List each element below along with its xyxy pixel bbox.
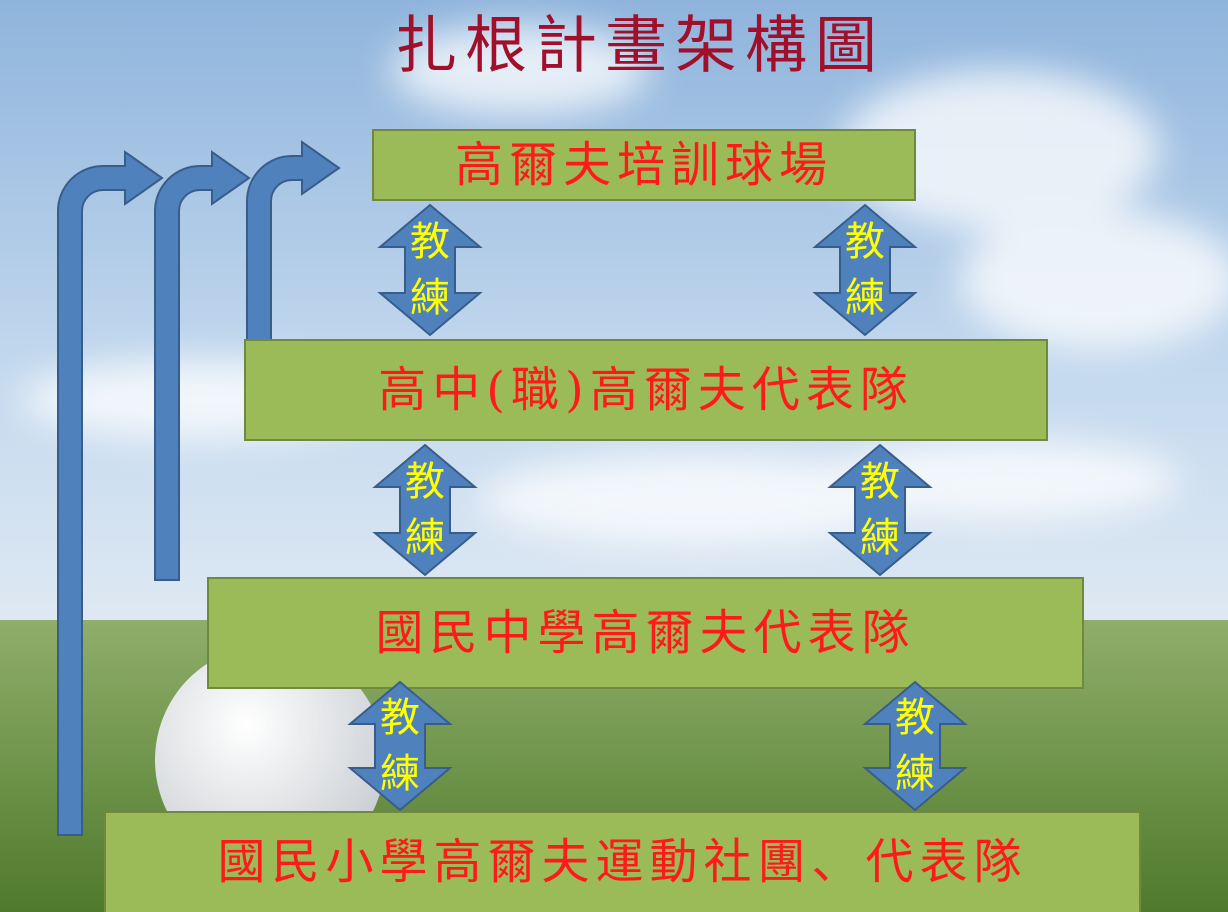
bent-arrow bbox=[246, 140, 341, 341]
double-arrow bbox=[377, 203, 483, 337]
double-arrow bbox=[812, 203, 918, 337]
node: 高爾夫培訓球場 bbox=[372, 129, 916, 201]
title: 扎根計畫架構圖 bbox=[395, 9, 885, 82]
coach-top: 教 bbox=[380, 695, 420, 741]
coach-bottom: 練 bbox=[380, 751, 420, 797]
node: 高中(職)高爾夫代表隊 bbox=[244, 339, 1048, 441]
coach-top: 教 bbox=[410, 219, 450, 265]
node: 國民小學高爾夫運動社團、代表隊 bbox=[104, 811, 1141, 912]
node-label: 高爾夫培訓球場 bbox=[455, 137, 833, 193]
bent-arrows bbox=[57, 140, 341, 836]
node-label: 國民小學高爾夫運動社團、代表隊 bbox=[217, 834, 1027, 890]
coach-top: 教 bbox=[845, 219, 885, 265]
node-label: 國民中學高爾夫代表隊 bbox=[375, 605, 915, 661]
coach-bottom: 練 bbox=[895, 751, 935, 797]
double-arrow bbox=[827, 443, 933, 577]
coach-arrow: 教練 bbox=[372, 443, 478, 577]
coach-arrow: 教練 bbox=[377, 203, 483, 337]
coach-top: 教 bbox=[405, 459, 445, 505]
bent-arrow bbox=[57, 150, 164, 836]
node-label: 高中(職)高爾夫代表隊 bbox=[378, 362, 913, 418]
double-arrow bbox=[347, 680, 453, 812]
coach-bottom: 練 bbox=[860, 515, 900, 561]
coach-arrow: 教練 bbox=[862, 680, 968, 812]
node-box bbox=[372, 129, 916, 201]
clouds bbox=[20, 25, 1228, 545]
double-arrow bbox=[862, 680, 968, 812]
node-box bbox=[207, 577, 1084, 689]
coach-top: 教 bbox=[895, 695, 935, 741]
node-box bbox=[104, 811, 1141, 912]
coach-bottom: 練 bbox=[405, 515, 445, 561]
coach-arrow: 教練 bbox=[827, 443, 933, 577]
coach-bottom: 練 bbox=[410, 275, 450, 321]
node: 國民中學高爾夫代表隊 bbox=[207, 577, 1084, 689]
bent-arrow bbox=[154, 150, 251, 581]
coach-arrow: 教練 bbox=[347, 680, 453, 812]
double-arrow bbox=[372, 443, 478, 577]
coach-arrow: 教練 bbox=[812, 203, 918, 337]
coach-bottom: 練 bbox=[845, 275, 885, 321]
node-box bbox=[244, 339, 1048, 441]
coach-top: 教 bbox=[860, 459, 900, 505]
